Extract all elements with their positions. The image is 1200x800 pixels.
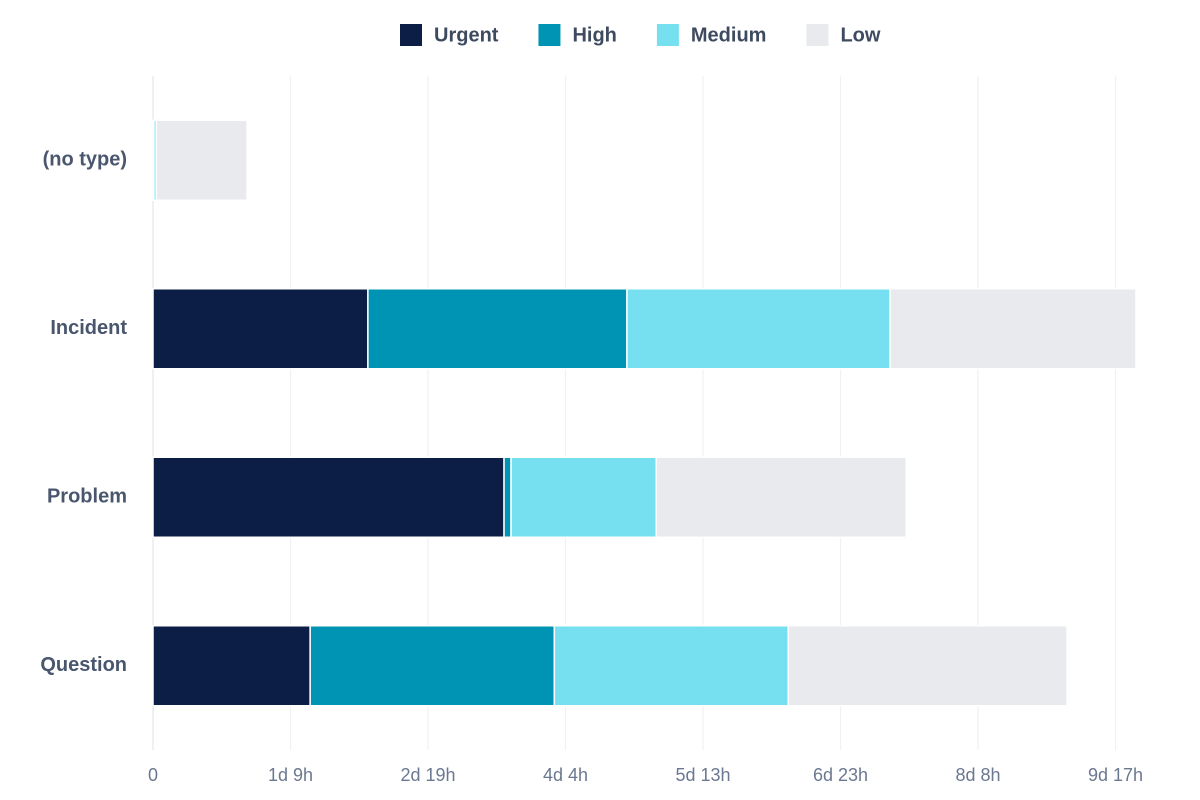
legend-label: Low: [840, 24, 880, 46]
y-tick-label: Incident: [50, 317, 127, 339]
x-tick-label: 0: [148, 765, 158, 785]
y-tick-label: Question: [40, 654, 127, 676]
y-tick-label: Problem: [47, 486, 127, 508]
bar-segment: [510, 456, 657, 538]
x-tick-label: 6d 23h: [813, 765, 868, 785]
bar-segment: [152, 288, 369, 370]
bar-segment: [889, 288, 1137, 370]
legend-swatch: [400, 24, 422, 46]
x-tick-label: 4d 4h: [543, 765, 588, 785]
bar-segment: [309, 625, 556, 707]
y-tick-label: (no type): [43, 149, 127, 171]
x-tick-label: 1d 9h: [268, 765, 313, 785]
legend-swatch: [538, 24, 561, 46]
bar-segment: [787, 625, 1068, 707]
bar-segment: [152, 625, 311, 707]
legend-label: Medium: [691, 24, 767, 46]
bar-segment: [155, 119, 248, 201]
legend-label: Urgent: [434, 24, 499, 46]
bar-segment: [626, 288, 891, 370]
bar-segment: [655, 456, 907, 538]
x-tick-label: 8d 8h: [955, 765, 1000, 785]
bar-segment: [503, 456, 512, 538]
x-tick-label: 2d 19h: [400, 765, 455, 785]
x-tick-label: 9d 17h: [1088, 765, 1143, 785]
legend-label: High: [572, 24, 616, 46]
legend-swatch: [806, 24, 829, 46]
legend-swatch: [656, 24, 679, 46]
bar-segment: [152, 456, 505, 538]
bar-segment: [367, 288, 628, 370]
x-tick-label: 5d 13h: [675, 765, 730, 785]
bar-segment: [553, 625, 789, 707]
